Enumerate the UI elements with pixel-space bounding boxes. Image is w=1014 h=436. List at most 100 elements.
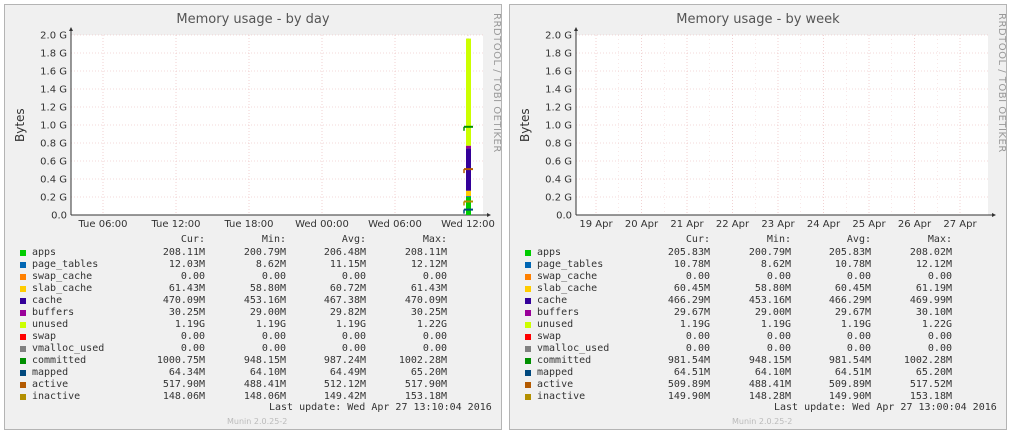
legend-name: unused [32, 319, 69, 330]
legend-cur: 64.51M [673, 367, 710, 378]
legend-avg: 0.00 [846, 331, 871, 342]
legend-cur: 29.67M [673, 307, 710, 318]
legend-name: slab_cache [537, 283, 598, 294]
memory-by-week-chart: 0.0 0.2 G 0.4 G 0.6 G 0.8 G 1.0 G 1.2 G 1.4 G 1.… [545, 27, 996, 230]
y-tick-label: 2.0 G [545, 31, 572, 42]
legend-avg: 64.49M [329, 367, 366, 378]
legend-swatch [525, 382, 531, 388]
y-tick-label: 0.8 G [40, 139, 67, 150]
legend-swatch [525, 370, 531, 376]
legend-cur: 0.00 [685, 271, 710, 282]
legend-cur: 149.90M [667, 391, 710, 402]
legend-min: 0.00 [766, 343, 791, 354]
legend-max: 65.20M [915, 367, 952, 378]
legend-cur: 0.00 [180, 331, 205, 342]
legend-header: Max: [422, 234, 447, 245]
legend-min: 488.41M [243, 379, 286, 390]
legend-avg: 1.19G [335, 319, 366, 330]
x-tick-label: Tue 06:00 [77, 219, 127, 230]
legend-swatch [20, 322, 26, 328]
legend-swatch [20, 382, 26, 388]
legend-name: vmalloc_used [32, 343, 105, 354]
legend-avg: 0.00 [341, 331, 366, 342]
legend-cur: 470.09M [162, 295, 205, 306]
legend-avg: 0.00 [846, 271, 871, 282]
legend-name: active [32, 379, 69, 390]
legend-cur: 1000.75M [156, 355, 205, 366]
legend-min: 0.00 [261, 271, 286, 282]
legend-avg: 149.90M [828, 391, 871, 402]
legend-name: buffers [537, 307, 580, 318]
legend-avg: 205.83M [828, 247, 871, 258]
x-tick-label: 25 Apr [852, 219, 886, 230]
legend-min: 200.79M [748, 247, 791, 258]
memory-by-day-chart: 0.0 0.2 G 0.4 G 0.6 G 0.8 G 1.0 G 1.2 G 1.4 G 1.… [40, 27, 495, 230]
legend-min: 29.00M [249, 307, 286, 318]
legend-min: 148.28M [748, 391, 791, 402]
legend-name: mapped [32, 367, 69, 378]
y-tick-label: 0.0 [556, 211, 572, 222]
x-tick-label: 26 Apr [898, 219, 932, 230]
y-tick-label: 0.6 G [40, 157, 67, 168]
legend-swatch [525, 334, 531, 340]
y-tick-label: 1.6 G [40, 67, 67, 78]
legend-name: mapped [537, 367, 574, 378]
legend-max: 0.00 [422, 271, 447, 282]
rrdtool-label: RRDTOOL / TOBI OETIKER [491, 13, 502, 153]
legend-max: 0.00 [422, 331, 447, 342]
legend-max: 517.90M [404, 379, 447, 390]
legend-header: Min: [261, 234, 286, 245]
legend-avg: 512.12M [323, 379, 366, 390]
legend-avg: 981.54M [828, 355, 871, 366]
legend-avg: 1.19G [840, 319, 871, 330]
legend-name: unused [537, 319, 574, 330]
y-tick-label: 1.4 G [40, 85, 67, 96]
legend-min: 58.80M [754, 283, 791, 294]
legend-header: Avg: [846, 234, 871, 245]
legend-header: Avg: [341, 234, 366, 245]
legend-avg: 64.51M [834, 367, 871, 378]
legend-name: swap [32, 331, 57, 342]
y-tick-label: 0.2 G [40, 193, 67, 204]
legend-min: 453.16M [243, 295, 286, 306]
legend-name: apps [32, 247, 57, 258]
memory-by-week-panel: Memory usage - by week RRDTOOL / TOBI OE… [509, 4, 1007, 430]
legend-cur: 64.34M [168, 367, 205, 378]
legend-name: inactive [32, 391, 81, 402]
legend-cur: 10.78M [673, 259, 710, 270]
x-axis-arrow [487, 213, 491, 217]
plot-area [71, 35, 483, 215]
legend-swatch [525, 394, 531, 400]
legend-max: 30.10M [915, 307, 952, 318]
y-axis-arrow [69, 27, 73, 31]
legend-cur: 0.00 [685, 343, 710, 354]
legend-name: slab_cache [32, 283, 93, 294]
legend-cur: 61.43M [168, 283, 205, 294]
legend-name: committed [32, 355, 87, 366]
legend-avg: 11.15M [329, 259, 366, 270]
y-tick-label: 0.8 G [545, 139, 572, 150]
legend-cur: 1.19G [174, 319, 205, 330]
legend-min: 29.00M [754, 307, 791, 318]
legend-name: swap [537, 331, 562, 342]
last-update: Last update: Wed Apr 27 13:00:04 2016 [774, 402, 997, 413]
legend-max: 0.00 [927, 271, 952, 282]
legend-max: 1002.28M [903, 355, 952, 366]
chart-title: Memory usage - by week [676, 12, 840, 27]
y-tick-label: 0.6 G [545, 157, 572, 168]
y-tick-label: 1.0 G [40, 121, 67, 132]
legend-name: swap_cache [537, 271, 598, 282]
x-axis-arrow [992, 213, 996, 217]
legend-max: 1002.28M [398, 355, 447, 366]
legend-cur: 12.03M [168, 259, 205, 270]
munin-version: Munin 2.0.25-2 [227, 417, 288, 426]
x-tick-label: Wed 00:00 [295, 219, 349, 230]
legend-avg: 29.82M [329, 307, 366, 318]
y-axis-arrow [574, 27, 578, 31]
legend-cur: 0.00 [180, 343, 205, 354]
x-tick-label: Tue 12:00 [150, 219, 200, 230]
legend-cur: 517.90M [162, 379, 205, 390]
legend-name: page_tables [537, 259, 604, 270]
legend-cur: 0.00 [180, 271, 205, 282]
legend-name: apps [537, 247, 562, 258]
